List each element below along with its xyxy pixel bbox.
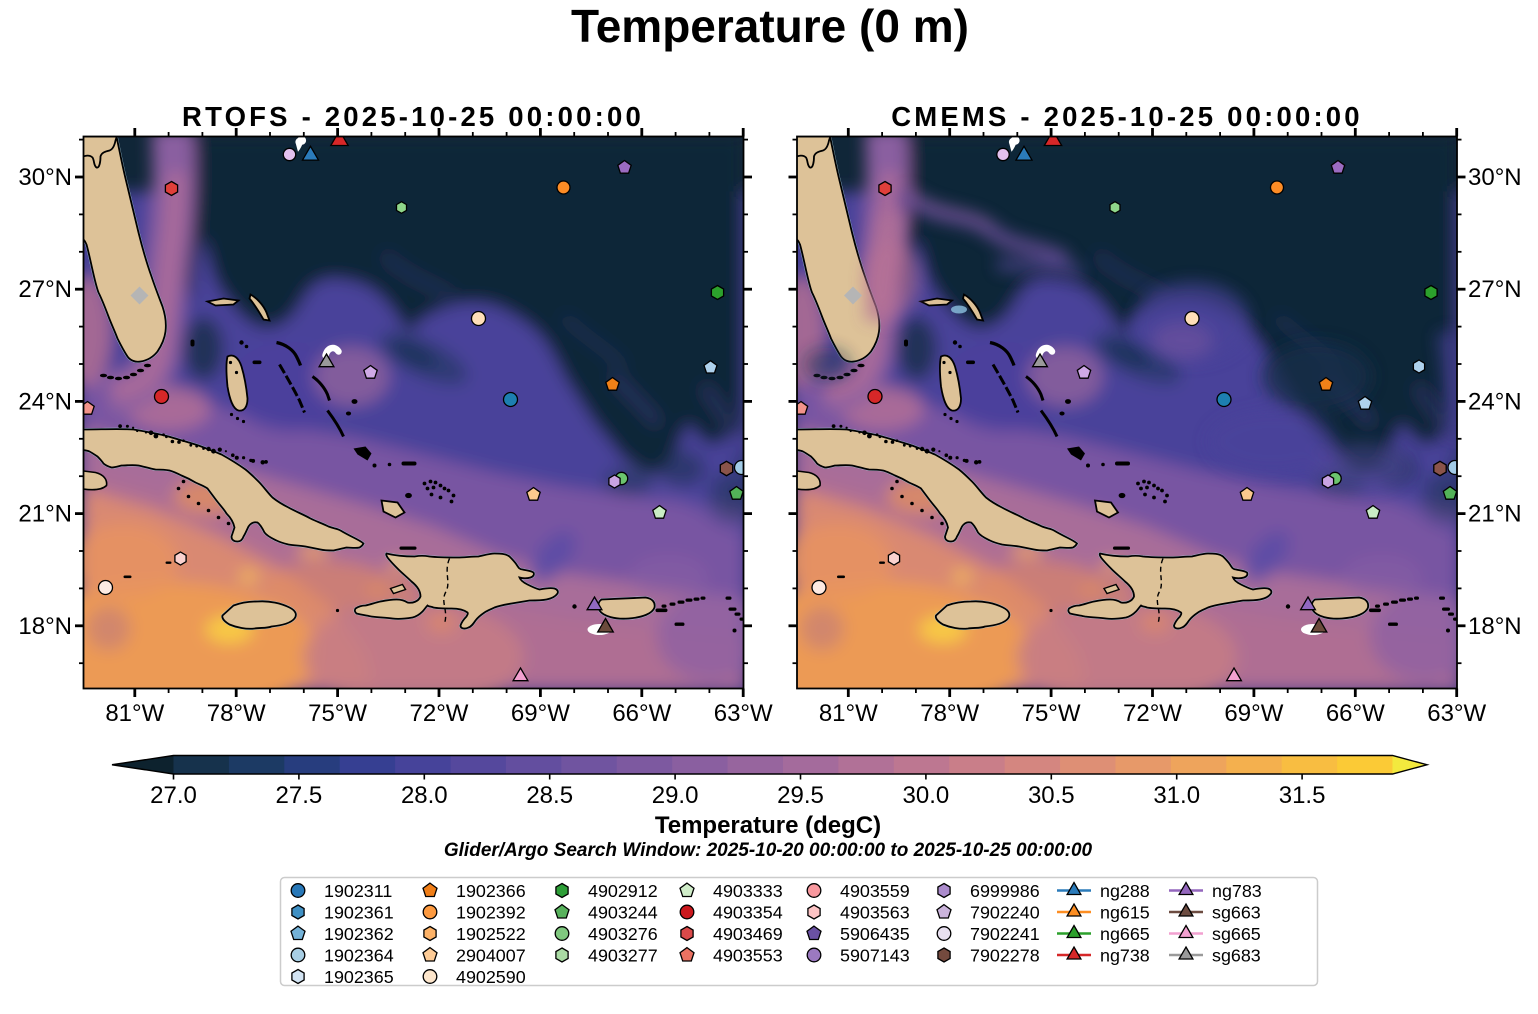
svg-text:Temperature (0 m): Temperature (0 m) [571,0,969,52]
svg-text:31.5: 31.5 [1279,782,1326,809]
svg-text:2904007: 2904007 [456,946,526,966]
svg-text:1902366: 1902366 [456,881,526,901]
svg-text:4903469: 4903469 [713,924,783,944]
svg-text:4903276: 4903276 [588,924,658,944]
svg-text:28.0: 28.0 [401,782,448,809]
svg-text:4902912: 4902912 [588,881,658,901]
svg-text:RTOFS - 2025-10-25 00:00:00: RTOFS - 2025-10-25 00:00:00 [182,101,644,132]
svg-text:30°N: 30°N [18,164,72,191]
svg-text:4903277: 4903277 [588,946,658,966]
svg-text:ng783: ng783 [1212,881,1262,901]
svg-text:29.0: 29.0 [652,782,699,809]
svg-text:4903333: 4903333 [713,881,783,901]
svg-text:6999986: 6999986 [970,881,1040,901]
svg-text:78°W: 78°W [207,700,266,727]
svg-text:7902278: 7902278 [970,946,1040,966]
svg-text:81°W: 81°W [819,700,878,727]
svg-text:66°W: 66°W [1326,700,1385,727]
svg-text:75°W: 75°W [308,700,367,727]
svg-text:30°N: 30°N [1468,164,1522,191]
svg-text:CMEMS - 2025-10-25 00:00:00: CMEMS - 2025-10-25 00:00:00 [891,101,1363,132]
svg-text:81°W: 81°W [105,700,164,727]
svg-text:30.0: 30.0 [903,782,950,809]
svg-text:4903244: 4903244 [588,903,658,923]
svg-text:ng738: ng738 [1100,946,1150,966]
svg-text:1902311: 1902311 [324,881,392,901]
svg-text:63°W: 63°W [1427,700,1486,727]
svg-text:69°W: 69°W [511,700,570,727]
svg-text:1902365: 1902365 [324,967,394,987]
svg-text:63°W: 63°W [714,700,773,727]
svg-text:27°N: 27°N [1468,276,1522,303]
svg-text:75°W: 75°W [1022,700,1081,727]
svg-text:18°N: 18°N [1468,613,1522,640]
svg-text:29.5: 29.5 [777,782,824,809]
svg-text:sg683: sg683 [1212,946,1261,966]
svg-text:66°W: 66°W [612,700,671,727]
svg-text:27.5: 27.5 [276,782,323,809]
svg-text:78°W: 78°W [920,700,979,727]
svg-text:ng615: ng615 [1100,903,1150,923]
svg-text:7902241: 7902241 [970,924,1040,944]
svg-text:4902590: 4902590 [456,967,526,987]
svg-text:ng665: ng665 [1100,924,1150,944]
svg-text:31.0: 31.0 [1153,782,1200,809]
svg-text:ng288: ng288 [1100,881,1150,901]
svg-text:24°N: 24°N [1468,388,1522,415]
svg-text:Temperature (degC): Temperature (degC) [655,812,881,839]
svg-text:4903354: 4903354 [713,903,783,923]
svg-text:7902240: 7902240 [970,903,1040,923]
svg-text:69°W: 69°W [1224,700,1283,727]
svg-text:24°N: 24°N [18,388,72,415]
svg-text:sg663: sg663 [1212,903,1261,923]
svg-text:72°W: 72°W [410,700,469,727]
svg-text:4903553: 4903553 [713,946,783,966]
svg-text:30.5: 30.5 [1028,782,1075,809]
svg-text:sg665: sg665 [1212,924,1261,944]
svg-text:21°N: 21°N [1468,501,1522,528]
svg-text:4903563: 4903563 [840,903,910,923]
svg-text:28.5: 28.5 [526,782,573,809]
svg-text:1902392: 1902392 [456,903,526,923]
svg-text:1902362: 1902362 [324,924,394,944]
svg-text:Glider/Argo Search Window: 202: Glider/Argo Search Window: 2025-10-20 00… [444,840,1093,861]
svg-text:5907143: 5907143 [840,946,910,966]
svg-text:4903559: 4903559 [840,881,910,901]
svg-text:27.0: 27.0 [150,782,197,809]
svg-text:18°N: 18°N [18,613,72,640]
svg-text:72°W: 72°W [1123,700,1182,727]
svg-text:21°N: 21°N [18,501,72,528]
svg-text:1902364: 1902364 [324,946,394,966]
svg-text:5906435: 5906435 [840,924,910,944]
svg-text:27°N: 27°N [18,276,72,303]
svg-text:1902361: 1902361 [324,903,394,923]
svg-text:1902522: 1902522 [456,924,526,944]
